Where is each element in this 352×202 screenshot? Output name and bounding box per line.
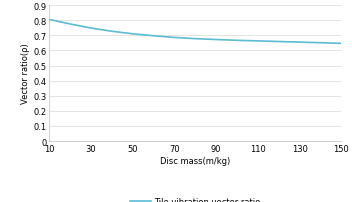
- Tile vibration vector ratio: [110, 31, 114, 33]
- X-axis label: Disc mass(m/kg): Disc mass(m/kg): [160, 156, 231, 165]
- Tile vibration vector ratio: [214, 39, 218, 42]
- Tile vibration vector ratio: [297, 42, 302, 44]
- Legend: Tile vibration vector ratio: Tile vibration vector ratio: [130, 197, 260, 202]
- Tile vibration vector ratio: [68, 24, 72, 26]
- Tile vibration vector ratio: [256, 40, 260, 43]
- Tile vibration vector ratio: [277, 41, 281, 43]
- Tile vibration vector ratio: [319, 42, 323, 45]
- Tile vibration vector ratio: [89, 28, 93, 30]
- Tile vibration vector ratio: [235, 40, 239, 42]
- Tile vibration vector ratio: [339, 43, 344, 45]
- Tile vibration vector ratio: [172, 37, 177, 39]
- Tile vibration vector ratio: [193, 38, 197, 41]
- Line: Tile vibration vector ratio: Tile vibration vector ratio: [49, 20, 341, 44]
- Y-axis label: Vector ratio(ρ): Vector ratio(ρ): [21, 43, 31, 104]
- Tile vibration vector ratio: [47, 19, 51, 22]
- Tile vibration vector ratio: [131, 33, 135, 36]
- Tile vibration vector ratio: [151, 35, 156, 38]
